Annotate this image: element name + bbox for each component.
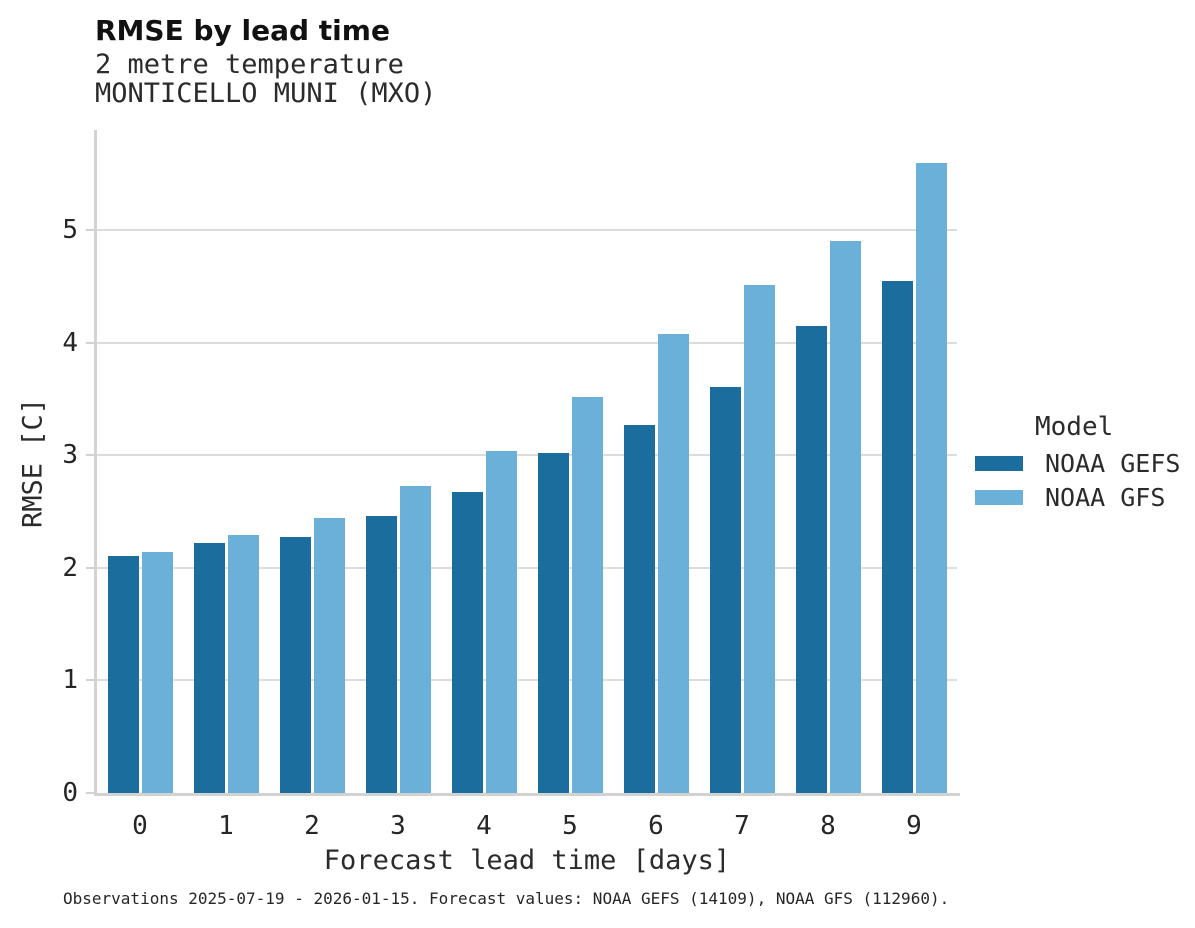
bar-noaa-gefs-4 — [451, 492, 483, 793]
legend-label: NOAA GEFS — [1045, 449, 1181, 478]
y-tick-mark — [86, 566, 94, 569]
bar-noaa-gfs-6 — [657, 333, 689, 793]
bar-noaa-gfs-5 — [571, 396, 603, 793]
gridline — [97, 679, 957, 682]
x-tick-label: 4 — [476, 811, 492, 841]
y-tick-mark — [86, 229, 94, 232]
y-tick-marks — [86, 130, 94, 794]
y-tick-mark — [86, 679, 94, 682]
legend-swatch-icon — [975, 490, 1023, 505]
bar-group-2 — [269, 130, 355, 793]
x-tick-label: 3 — [390, 811, 406, 841]
bar-noaa-gefs-9 — [881, 280, 913, 793]
x-tick-label: 8 — [820, 811, 836, 841]
y-tick-label: 1 — [62, 665, 78, 696]
y-axis-label: RMSE [C] — [17, 397, 49, 529]
bar-noaa-gefs-0 — [107, 555, 139, 793]
y-tick-labels: 0 1 2 3 4 5 — [30, 130, 78, 806]
gridline — [97, 341, 957, 344]
bar-noaa-gfs-8 — [829, 241, 861, 793]
y-tick-label: 5 — [62, 215, 78, 246]
y-tick-label: 0 — [62, 778, 78, 808]
y-axis-spine — [94, 130, 97, 796]
bars-layer — [97, 130, 957, 793]
bar-noaa-gefs-2 — [279, 537, 311, 793]
chart-title: RMSE by lead time — [95, 14, 390, 47]
bar-noaa-gfs-0 — [141, 552, 173, 793]
bar-noaa-gfs-3 — [399, 485, 431, 793]
bar-group-6 — [613, 130, 699, 793]
legend-swatch-icon — [975, 456, 1023, 471]
subtitle-variable: 2 metre temperature — [95, 49, 404, 80]
bar-group-9 — [871, 130, 957, 793]
bar-noaa-gfs-2 — [313, 518, 345, 793]
x-tick-label: 6 — [648, 811, 664, 841]
legend-items: NOAA GEFS NOAA GFS — [975, 451, 1180, 510]
bar-noaa-gfs-9 — [915, 162, 947, 793]
x-tick-label: 0 — [132, 811, 148, 841]
y-tick-mark — [86, 454, 94, 457]
bar-group-5 — [527, 130, 613, 793]
chart-subtitle: 2 metre temperature MONTICELLO MUNI (MXO… — [95, 50, 436, 108]
y-tick-mark — [86, 792, 94, 794]
bar-group-3 — [355, 130, 441, 793]
gridline — [97, 229, 957, 232]
x-axis-label: Forecast lead time [days] — [323, 845, 731, 876]
bar-group-1 — [183, 130, 269, 793]
bar-noaa-gefs-5 — [537, 453, 569, 793]
legend-title: Model — [1035, 412, 1114, 442]
bar-noaa-gefs-8 — [795, 325, 827, 793]
x-tick-label: 5 — [562, 811, 578, 841]
bar-noaa-gfs-7 — [743, 285, 775, 793]
y-tick-label: 2 — [62, 552, 78, 583]
y-tick-label: 4 — [62, 327, 78, 358]
bar-noaa-gfs-1 — [227, 535, 259, 793]
y-tick-label: 3 — [62, 440, 78, 471]
plot-area — [97, 130, 957, 793]
bar-group-0 — [97, 130, 183, 793]
x-tick-label: 9 — [906, 811, 922, 841]
bar-group-4 — [441, 130, 527, 793]
legend-label: NOAA GFS — [1045, 483, 1166, 512]
subtitle-station: MONTICELLO MUNI (MXO) — [95, 78, 437, 109]
x-tick-labels: 0 1 2 3 4 5 6 7 8 9 — [97, 808, 957, 840]
x-tick-label: 1 — [218, 811, 234, 841]
legend: Model NOAA GEFS NOAA GFS — [975, 412, 1180, 510]
gridlines-layer — [97, 130, 957, 793]
bar-group-7 — [699, 130, 785, 793]
x-axis-spine — [94, 793, 960, 796]
bar-noaa-gefs-3 — [365, 516, 397, 793]
bar-noaa-gefs-1 — [193, 543, 225, 793]
gridline — [97, 454, 957, 457]
bar-group-8 — [785, 130, 871, 793]
bar-noaa-gfs-4 — [485, 450, 517, 793]
bar-noaa-gefs-7 — [709, 386, 741, 793]
legend-item: NOAA GFS — [975, 485, 1180, 510]
x-tick-label: 2 — [304, 811, 320, 841]
legend-item: NOAA GEFS — [975, 451, 1180, 476]
caption: Observations 2025-07-19 - 2026-01-15. Fo… — [63, 889, 950, 908]
x-tick-label: 7 — [734, 811, 750, 841]
gridline — [97, 566, 957, 569]
bar-noaa-gefs-6 — [623, 424, 655, 793]
y-tick-mark — [86, 341, 94, 344]
